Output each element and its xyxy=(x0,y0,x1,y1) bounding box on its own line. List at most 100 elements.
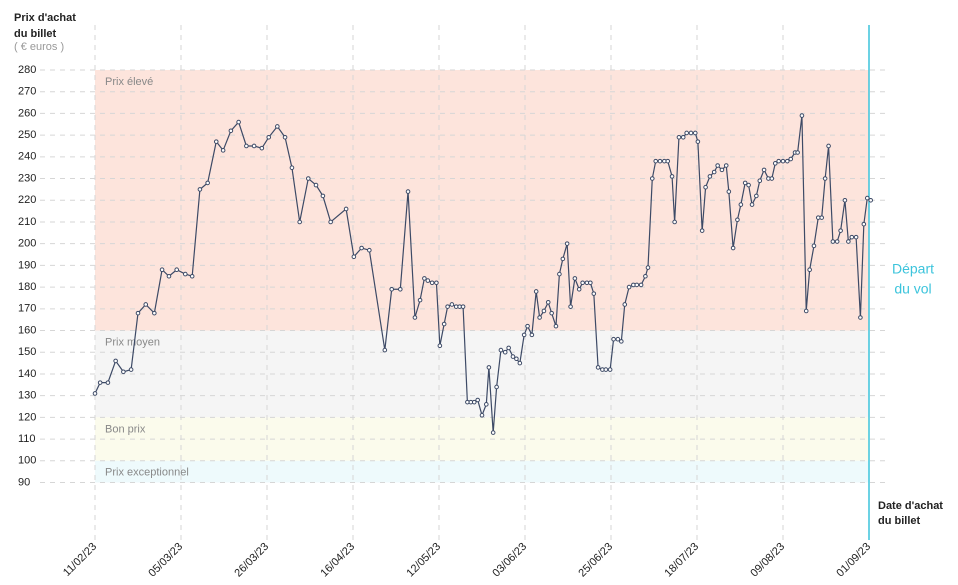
price-point xyxy=(328,219,333,225)
price-point xyxy=(197,187,203,192)
price-point xyxy=(166,273,172,279)
price-point xyxy=(557,271,562,277)
x-tick-label: 25/06/23 xyxy=(576,541,615,580)
price-point xyxy=(603,367,609,372)
price-point xyxy=(754,193,759,199)
price-point xyxy=(529,332,535,338)
price-point xyxy=(611,336,616,342)
y-tick-label: 170 xyxy=(18,303,36,315)
price-point xyxy=(152,310,157,316)
price-point xyxy=(228,128,234,134)
price-point xyxy=(113,358,118,364)
price-point xyxy=(105,380,111,385)
price-point xyxy=(692,130,698,136)
y-tick-label: 100 xyxy=(18,455,36,467)
price-point xyxy=(297,219,302,225)
y-axis-unit: ( € euros ) xyxy=(14,41,64,53)
price-point xyxy=(502,349,508,355)
price-point xyxy=(128,367,134,372)
price-point xyxy=(595,365,601,370)
price-point xyxy=(510,354,516,359)
price-point xyxy=(425,278,431,283)
price-point xyxy=(838,228,843,233)
price-point xyxy=(669,174,675,179)
price-point xyxy=(861,221,867,227)
price-point xyxy=(619,339,624,344)
price-point xyxy=(498,347,504,353)
y-tick-label: 160 xyxy=(18,324,36,336)
price-point xyxy=(680,135,686,140)
y-axis-title: du billet xyxy=(14,28,57,40)
price-point xyxy=(645,265,651,270)
price-point xyxy=(213,139,219,144)
price-point xyxy=(688,130,694,136)
y-tick-label: 210 xyxy=(18,216,36,228)
price-point xyxy=(626,284,632,290)
price-point xyxy=(183,271,188,277)
y-tick-label: 130 xyxy=(18,390,36,402)
price-point xyxy=(703,184,708,190)
x-axis-title: du billet xyxy=(878,515,921,527)
y-axis-title: Prix d'achat xyxy=(14,12,76,24)
price-point xyxy=(259,145,265,151)
price-point xyxy=(490,430,496,435)
price-point xyxy=(799,113,805,118)
band-label: Prix exceptionnel xyxy=(105,467,189,479)
y-tick-label: 260 xyxy=(18,107,36,119)
price-point xyxy=(514,356,519,362)
y-tick-label: 90 xyxy=(18,476,30,488)
price-point xyxy=(517,360,523,366)
x-tick-label: 26/03/23 xyxy=(232,541,271,580)
price-point xyxy=(525,323,530,329)
price-point xyxy=(822,176,828,181)
price-point xyxy=(715,163,720,168)
price-point xyxy=(726,189,732,194)
x-tick-label: 03/06/23 xyxy=(490,541,529,580)
price-point xyxy=(819,215,825,220)
price-point xyxy=(417,297,423,303)
price-point xyxy=(830,239,836,244)
price-point xyxy=(591,291,597,296)
price-point xyxy=(738,202,744,207)
price-point xyxy=(730,245,736,251)
price-point xyxy=(460,304,466,309)
price-point xyxy=(665,158,671,164)
price-point xyxy=(811,243,817,249)
price-point xyxy=(405,189,411,194)
y-tick-label: 120 xyxy=(18,411,36,423)
x-tick-label: 01/09/23 xyxy=(834,541,873,580)
price-point xyxy=(807,267,812,273)
price-point xyxy=(638,282,644,288)
price-point xyxy=(553,323,559,329)
price-point xyxy=(649,176,655,181)
y-tick-label: 250 xyxy=(18,129,36,141)
y-tick-label: 200 xyxy=(18,238,36,250)
price-point xyxy=(486,365,492,370)
y-tick-label: 230 xyxy=(18,172,36,184)
price-point xyxy=(479,412,485,418)
price-point xyxy=(757,178,763,184)
price-point xyxy=(615,336,621,342)
price-point xyxy=(572,276,578,281)
price-point xyxy=(622,302,628,307)
price-point xyxy=(282,135,288,140)
x-tick-label: 12/05/23 xyxy=(404,541,443,580)
y-tick-label: 220 xyxy=(18,194,36,206)
price-point xyxy=(429,280,435,286)
price-point xyxy=(711,169,717,175)
price-point xyxy=(266,135,272,140)
price-point xyxy=(719,167,725,173)
price-point xyxy=(545,300,551,305)
price-point xyxy=(634,282,640,288)
price-point xyxy=(382,347,388,353)
price-point xyxy=(494,384,499,390)
y-tick-label: 150 xyxy=(18,346,36,358)
price-point xyxy=(351,254,357,260)
price-point xyxy=(853,234,859,240)
price-point xyxy=(803,308,809,314)
price-point xyxy=(537,315,542,320)
price-point xyxy=(772,161,778,166)
price-point xyxy=(313,182,319,188)
price-point xyxy=(858,315,863,320)
